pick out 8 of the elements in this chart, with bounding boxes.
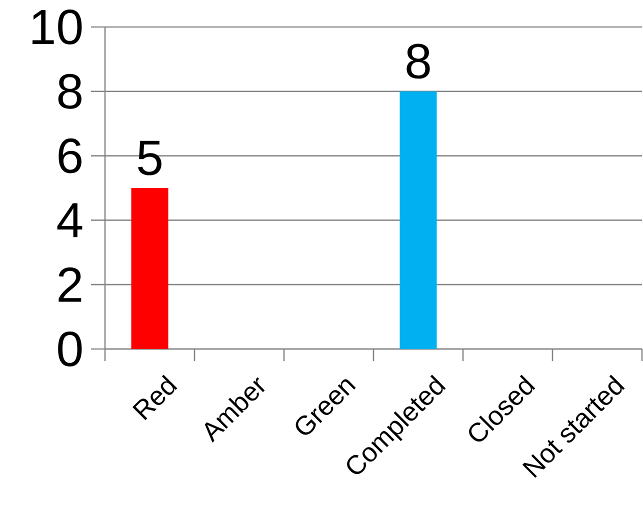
data-label: 8 <box>406 44 430 79</box>
data-label: 5 <box>138 140 162 176</box>
y-tick-label: 2 <box>58 267 82 302</box>
y-tick-label: 4 <box>57 203 82 238</box>
y-tick-label: 6 <box>58 138 82 174</box>
y-tick-label: 0 <box>58 332 82 366</box>
y-tick-label: 8 <box>58 74 82 109</box>
y-tick-label: 10 <box>32 10 82 44</box>
